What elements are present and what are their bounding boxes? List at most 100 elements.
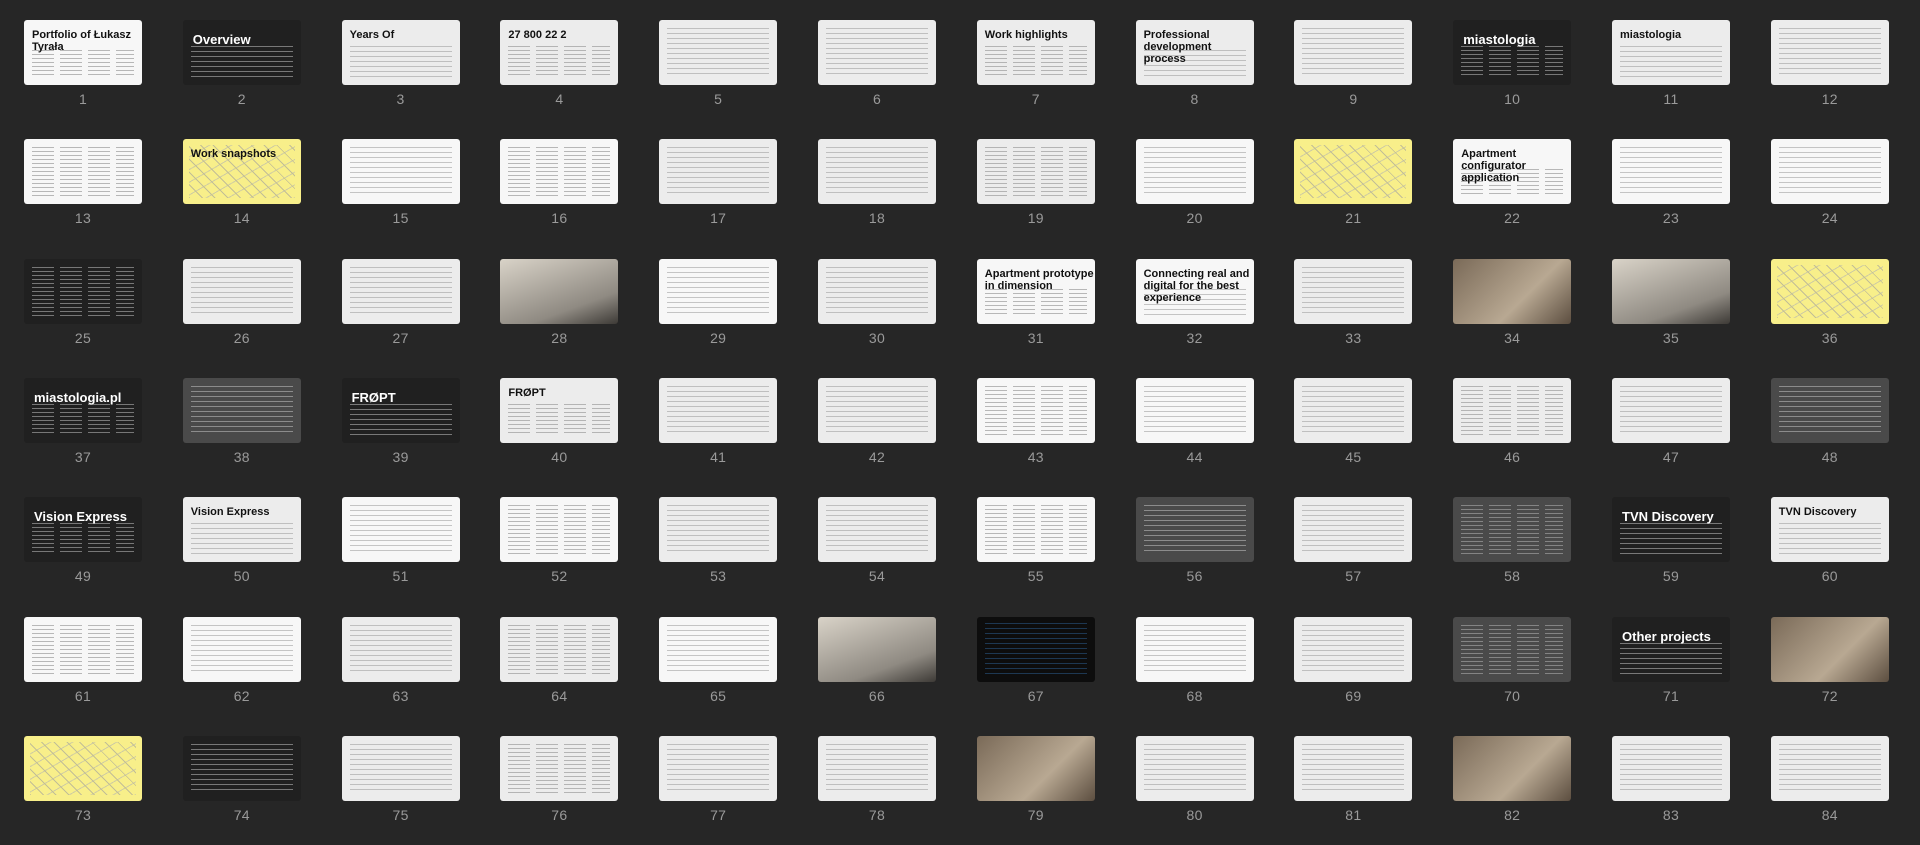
slide-thumbnail[interactable] — [500, 139, 619, 205]
slide-thumbnail[interactable] — [818, 20, 936, 85]
slide-thumbnail[interactable] — [1294, 20, 1413, 85]
slide-thumbnail[interactable] — [1294, 139, 1413, 205]
slide-thumbnail[interactable] — [1453, 497, 1572, 563]
slide-thumbnail[interactable] — [24, 258, 142, 324]
slide-thumbnail[interactable] — [1294, 616, 1413, 682]
content-lines — [984, 622, 1087, 674]
slide-thumbnail[interactable]: Apartment prototype in dimension — [976, 258, 1095, 324]
slide-thumbnail[interactable]: Years Of — [341, 20, 460, 85]
slide-thumbnail[interactable] — [1770, 258, 1889, 324]
slide-thumbnail[interactable] — [659, 20, 778, 85]
slide-number: 38 — [233, 448, 250, 465]
slide-cell: Portfolio of Łukasz Tyrała 1 — [0, 0, 159, 119]
slide-thumbnail[interactable] — [976, 735, 1095, 801]
slide-thumbnail[interactable] — [182, 735, 301, 801]
slide-thumbnail[interactable] — [1612, 139, 1730, 205]
slide-thumbnail[interactable] — [1294, 735, 1413, 801]
slide-thumbnail[interactable]: miastologia — [1612, 20, 1730, 85]
slide-thumbnail[interactable] — [1770, 377, 1889, 443]
slide-thumbnail[interactable] — [182, 616, 301, 682]
slide-thumbnail[interactable] — [1453, 258, 1572, 324]
slide-thumbnail[interactable] — [1294, 258, 1413, 324]
slide-thumbnail[interactable] — [1135, 497, 1254, 563]
slide-thumbnail[interactable]: FRØPT — [500, 377, 619, 443]
slide-thumbnail[interactable] — [1135, 735, 1254, 801]
slide-thumbnail[interactable] — [976, 497, 1095, 563]
slide-thumbnail[interactable] — [1135, 377, 1254, 443]
slide-thumbnail[interactable] — [818, 258, 936, 324]
slide-thumbnail[interactable] — [1770, 735, 1889, 801]
slide-thumbnail[interactable] — [24, 616, 142, 682]
slide-thumbnail[interactable] — [659, 735, 778, 801]
slide-thumbnail[interactable] — [500, 735, 619, 801]
slide-thumbnail[interactable] — [976, 377, 1095, 443]
slide-thumbnail[interactable] — [182, 377, 301, 443]
slide-thumbnail[interactable] — [818, 616, 936, 682]
slide-thumbnail[interactable] — [659, 139, 778, 205]
slide-number: 84 — [1821, 806, 1838, 823]
slide-thumbnail[interactable]: TVN Discovery — [1770, 497, 1889, 563]
slide-thumbnail[interactable] — [341, 258, 460, 324]
slide-thumbnail[interactable] — [24, 735, 142, 801]
content-lines — [508, 147, 611, 197]
slide-thumbnail[interactable]: Work highlights — [976, 20, 1095, 85]
slide-thumbnail[interactable] — [659, 258, 778, 324]
slide-thumbnail[interactable] — [1453, 616, 1572, 682]
slide-thumbnail[interactable] — [1770, 139, 1889, 205]
slide-number: 52 — [551, 568, 568, 585]
slide-number: 43 — [1027, 448, 1044, 465]
slide-title: Apartment prototype in dimension — [984, 267, 1094, 292]
slide-thumbnail[interactable]: Portfolio of Łukasz Tyrała — [24, 20, 142, 85]
slide-thumbnail[interactable] — [1135, 616, 1254, 682]
slide-thumbnail[interactable] — [1770, 616, 1889, 682]
slide-cell: 51 — [318, 477, 477, 596]
slide-thumbnail[interactable] — [1453, 735, 1572, 801]
slide-thumbnail[interactable] — [1135, 139, 1254, 205]
content-lines — [1620, 743, 1722, 793]
slide-thumbnail[interactable] — [24, 139, 142, 205]
slide-thumbnail[interactable]: FRØPT — [341, 377, 460, 443]
slide-cell: 74 — [159, 716, 318, 835]
slide-thumbnail[interactable]: Vision Express — [182, 497, 301, 563]
slide-number: 33 — [1345, 329, 1362, 346]
slide-cell: 6 — [794, 0, 953, 119]
slide-thumbnail[interactable] — [1770, 20, 1889, 85]
slide-thumbnail[interactable] — [818, 377, 936, 443]
slide-thumbnail[interactable] — [1612, 258, 1730, 324]
slide-thumbnail[interactable] — [976, 139, 1095, 205]
slide-thumbnail[interactable] — [818, 735, 936, 801]
slide-thumbnail[interactable] — [1294, 377, 1413, 443]
slide-thumbnail[interactable] — [1612, 735, 1730, 801]
slide-thumbnail[interactable] — [341, 616, 460, 682]
slide-thumbnail[interactable] — [341, 497, 460, 563]
slide-thumbnail[interactable]: miastologia — [1453, 20, 1572, 85]
slide-thumbnail[interactable]: TVN Discovery — [1612, 497, 1730, 563]
slide-thumbnail[interactable] — [500, 497, 619, 563]
slide-thumbnail[interactable] — [341, 139, 460, 205]
slide-thumbnail[interactable] — [1294, 497, 1413, 563]
slide-thumbnail[interactable] — [659, 377, 778, 443]
slide-thumbnail[interactable]: miastologia.pl — [24, 377, 142, 443]
content-lines — [32, 266, 134, 316]
slide-thumbnail[interactable] — [818, 139, 936, 205]
slide-thumbnail[interactable] — [1453, 377, 1572, 443]
slide-thumbnail[interactable]: Work snapshots — [182, 139, 301, 205]
slide-cell: 41 — [635, 358, 794, 477]
slide-thumbnail[interactable] — [500, 616, 619, 682]
slide-thumbnail[interactable] — [500, 258, 619, 324]
slide-thumbnail[interactable] — [659, 616, 778, 682]
slide-thumbnail[interactable] — [182, 258, 301, 324]
slide-thumbnail[interactable]: 27 800 22 2 — [500, 20, 619, 85]
slide-thumbnail[interactable] — [1612, 377, 1730, 443]
slide-cell: 63 — [318, 597, 477, 716]
slide-thumbnail[interactable] — [976, 616, 1095, 682]
slide-thumbnail[interactable]: Apartment configurator application — [1453, 139, 1572, 205]
slide-thumbnail[interactable] — [818, 497, 936, 563]
slide-thumbnail[interactable]: Professional development process — [1135, 20, 1254, 85]
slide-thumbnail[interactable]: Other projects — [1612, 616, 1730, 682]
slide-thumbnail[interactable]: Vision Express — [24, 497, 142, 563]
slide-thumbnail[interactable] — [341, 735, 460, 801]
slide-thumbnail[interactable] — [659, 497, 778, 563]
slide-thumbnail[interactable]: Overview — [182, 20, 301, 85]
slide-thumbnail[interactable]: Connecting real and digital for the best… — [1135, 258, 1254, 324]
